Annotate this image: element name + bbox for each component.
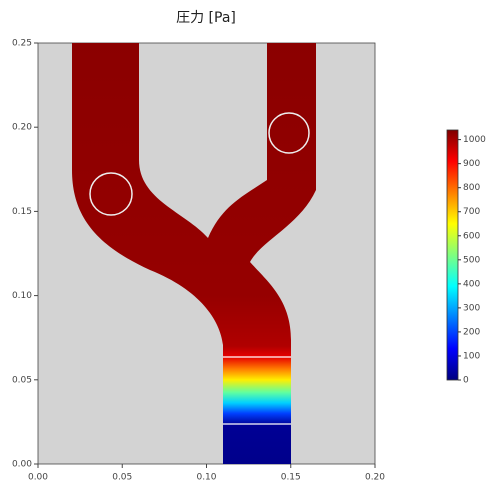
probe-circle [268,112,310,154]
y-tick-label: 0.10 [12,291,32,301]
x-tick-label: 0.15 [281,473,301,483]
colorbar-tick-label: 800 [463,183,480,193]
x-tick-label: 0.20 [365,473,385,483]
y-tick-label: 0.15 [12,207,32,217]
colorbar-tick-label: 500 [463,255,480,265]
flow-domain [72,43,316,464]
colorbar-tick-label: 900 [463,159,480,169]
x-tick-label: 0.00 [28,473,48,483]
colorbar-tick-label: 1000 [463,135,486,145]
y-tick-label: 0.05 [12,375,32,385]
colorbar [446,129,459,381]
x-tick-label: 0.05 [112,473,132,483]
y-tick-label: 0.20 [12,123,32,133]
y-tick-label: 0.00 [12,460,32,470]
colorbar-tick-label: 200 [463,327,480,337]
colorbar-tick-label: 700 [463,207,480,217]
chart-title: 圧力 [Pa] [176,10,236,26]
colorbar-tick-label: 600 [463,231,480,241]
x-tick-label: 0.10 [196,473,216,483]
probe-circle [89,172,133,216]
colorbar-tick-label: 100 [463,351,480,361]
y-tick-label: 0.25 [12,39,32,49]
colorbar-tick-label: 0 [463,376,469,386]
colorbar-tick-label: 400 [463,279,480,289]
colorbar-tick-label: 300 [463,303,480,313]
